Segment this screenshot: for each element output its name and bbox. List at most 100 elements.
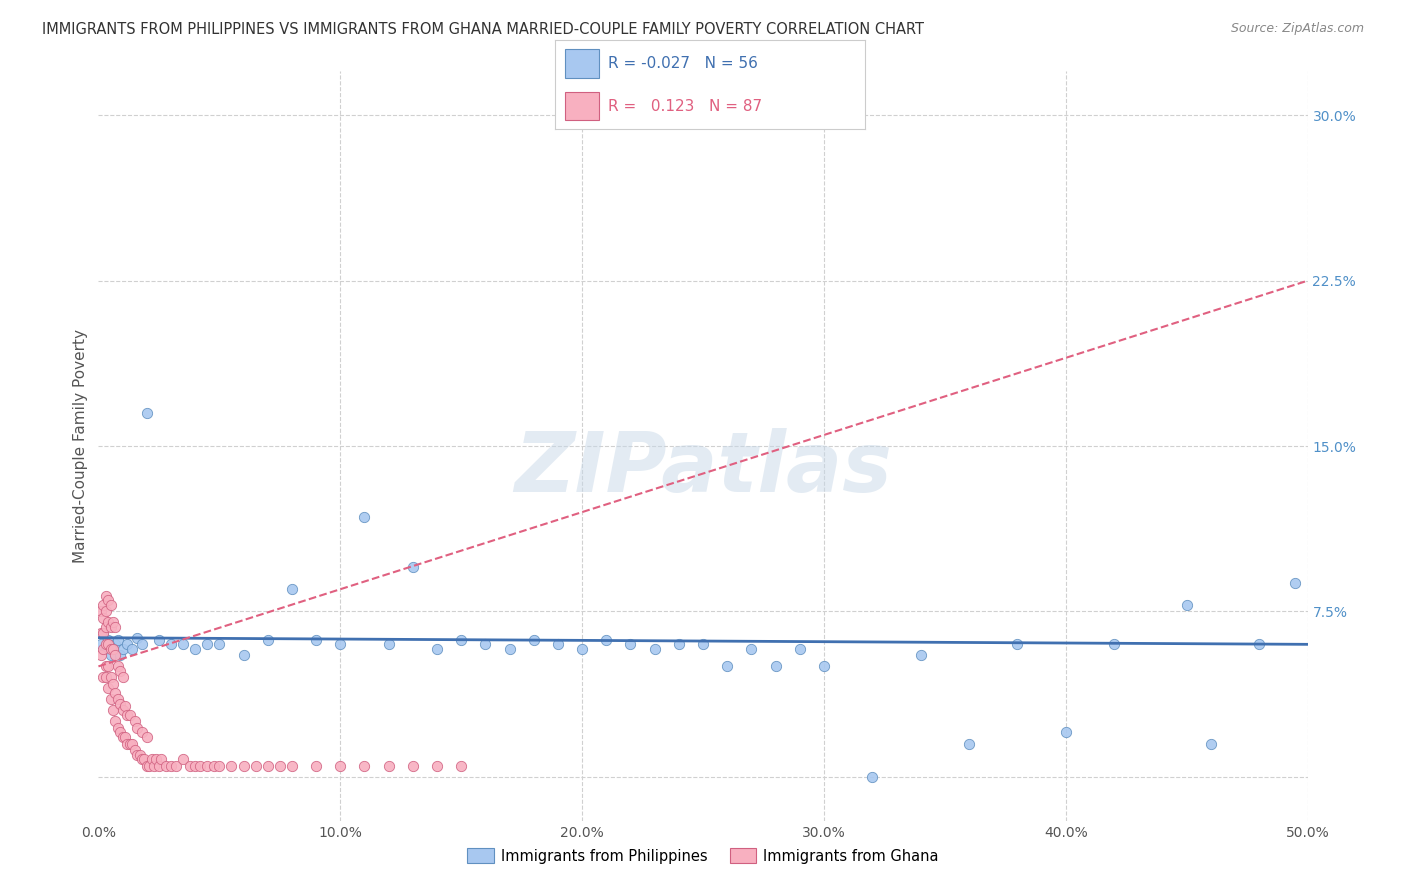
Point xyxy=(204,758,226,772)
Point xyxy=(245,758,267,772)
Point xyxy=(1007,637,1029,651)
Point xyxy=(256,758,278,772)
Point xyxy=(101,641,124,656)
Point xyxy=(108,725,131,739)
Point xyxy=(1054,725,1077,739)
Point xyxy=(644,641,666,656)
Point xyxy=(195,758,218,772)
Point xyxy=(114,730,136,744)
Point xyxy=(145,752,167,766)
Point xyxy=(353,758,375,772)
Point xyxy=(377,637,399,651)
Point xyxy=(107,692,129,706)
FancyBboxPatch shape xyxy=(565,92,599,120)
Point xyxy=(91,626,114,640)
Point xyxy=(377,758,399,772)
Point xyxy=(141,752,163,766)
Point xyxy=(547,637,569,651)
Point xyxy=(97,615,120,630)
Point xyxy=(160,758,183,772)
Point xyxy=(94,589,117,603)
Point xyxy=(107,632,129,647)
Point xyxy=(97,681,120,696)
Point xyxy=(90,637,112,651)
Point xyxy=(523,632,546,647)
Point xyxy=(111,703,134,717)
Point xyxy=(117,637,139,651)
Point xyxy=(127,747,149,762)
Point xyxy=(402,758,425,772)
Point xyxy=(135,758,157,772)
Point xyxy=(155,758,177,772)
Point xyxy=(281,758,304,772)
Point xyxy=(179,758,201,772)
Point xyxy=(221,758,243,772)
Point xyxy=(124,743,146,757)
Point xyxy=(1249,637,1271,651)
Point xyxy=(619,637,641,651)
Point xyxy=(160,637,183,651)
Point xyxy=(740,641,762,656)
Point xyxy=(131,752,153,766)
Point xyxy=(860,770,883,784)
Point xyxy=(91,641,114,656)
Point xyxy=(90,604,112,618)
Point xyxy=(765,659,787,673)
Point xyxy=(450,758,472,772)
Point xyxy=(124,714,146,729)
Point xyxy=(117,737,139,751)
Point xyxy=(104,637,127,651)
Point xyxy=(329,637,352,651)
Point xyxy=(107,721,129,735)
Point xyxy=(108,648,131,663)
Point xyxy=(910,648,932,663)
Point xyxy=(90,626,112,640)
Point xyxy=(121,641,143,656)
Point xyxy=(108,664,131,678)
Point xyxy=(94,659,117,673)
Point xyxy=(91,626,114,640)
Point xyxy=(91,598,114,612)
Point xyxy=(595,632,617,647)
Text: ZIPatlas: ZIPatlas xyxy=(515,428,891,509)
Point xyxy=(100,641,122,656)
Legend: Immigrants from Philippines, Immigrants from Ghana: Immigrants from Philippines, Immigrants … xyxy=(461,842,945,870)
Point xyxy=(118,707,141,722)
Point xyxy=(716,659,738,673)
Point xyxy=(111,730,134,744)
Point xyxy=(188,758,211,772)
Point xyxy=(148,758,170,772)
Point xyxy=(135,406,157,420)
Point xyxy=(104,648,127,663)
Point xyxy=(111,641,134,656)
Point xyxy=(957,737,980,751)
Point xyxy=(692,637,714,651)
Point xyxy=(131,637,153,651)
Point xyxy=(269,758,291,772)
Point xyxy=(104,686,127,700)
Point xyxy=(94,670,117,684)
Point xyxy=(1102,637,1125,651)
Point xyxy=(100,598,122,612)
Point xyxy=(498,641,520,656)
Text: Source: ZipAtlas.com: Source: ZipAtlas.com xyxy=(1230,22,1364,36)
Point xyxy=(1284,575,1306,590)
Point xyxy=(104,714,127,729)
Point xyxy=(127,631,149,645)
Point xyxy=(184,641,207,656)
Point xyxy=(232,758,254,772)
Point xyxy=(108,697,131,711)
Point xyxy=(474,637,496,651)
Point xyxy=(789,641,811,656)
Point xyxy=(426,641,449,656)
Point xyxy=(1175,598,1198,612)
FancyBboxPatch shape xyxy=(565,49,599,78)
Text: R =   0.123   N = 87: R = 0.123 N = 87 xyxy=(607,99,762,113)
Point xyxy=(172,637,194,651)
Text: IMMIGRANTS FROM PHILIPPINES VS IMMIGRANTS FROM GHANA MARRIED-COUPLE FAMILY POVER: IMMIGRANTS FROM PHILIPPINES VS IMMIGRANT… xyxy=(42,22,924,37)
Point xyxy=(91,670,114,684)
Point xyxy=(91,611,114,625)
Point xyxy=(114,699,136,714)
Point xyxy=(208,637,231,651)
Point xyxy=(97,632,120,647)
